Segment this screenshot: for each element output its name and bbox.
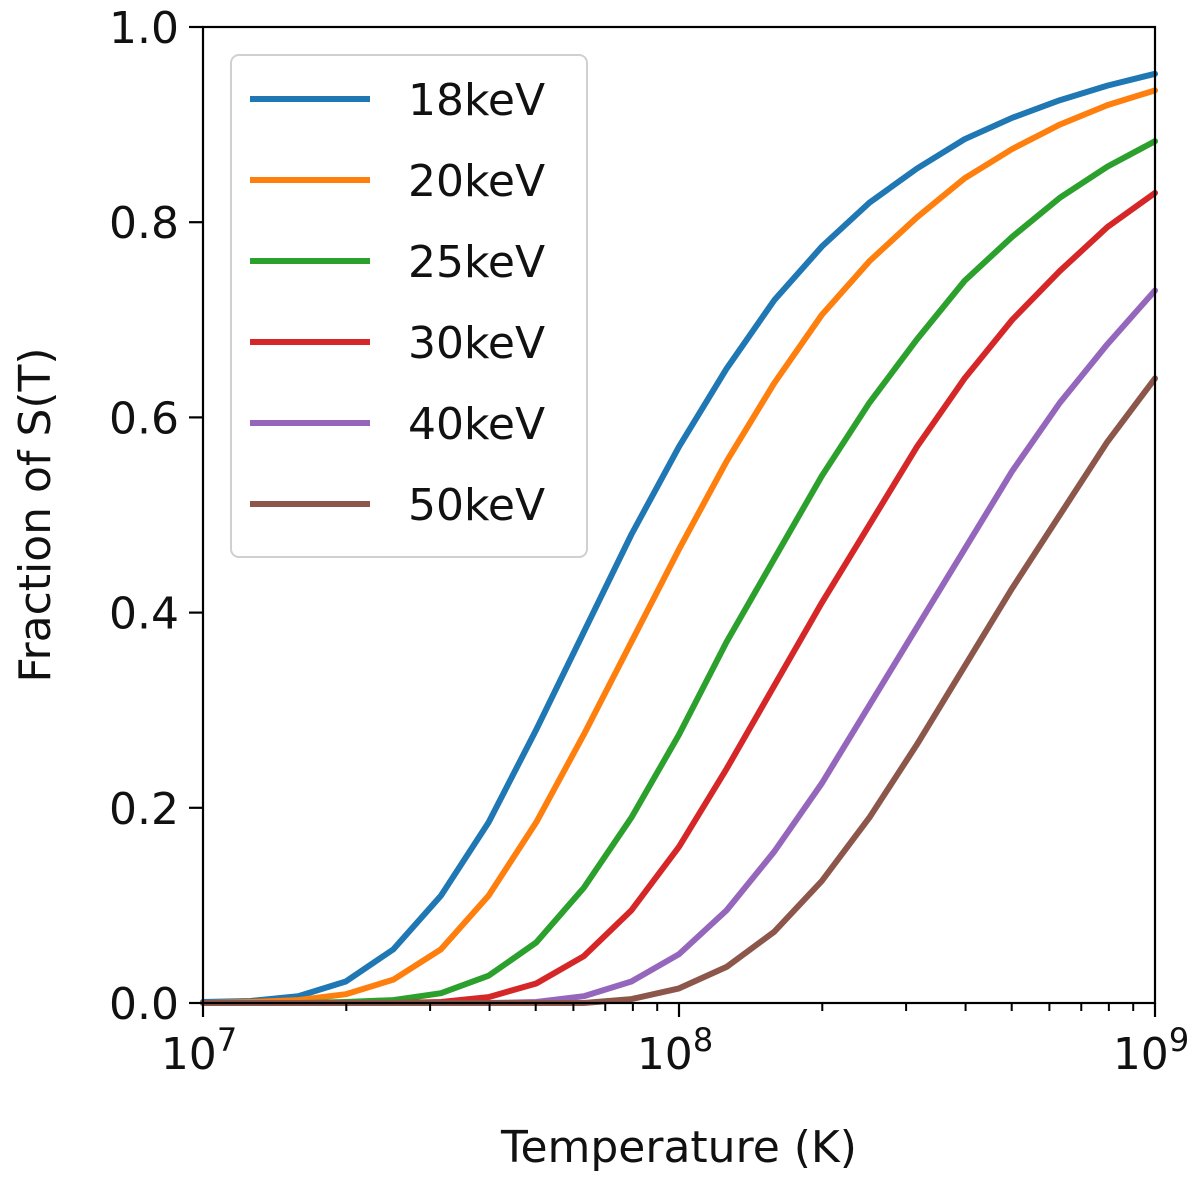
series-line-20keV xyxy=(200,87,1158,1006)
y-tick-label: 0.4 xyxy=(109,589,179,640)
y-tick-label: 1.0 xyxy=(109,3,179,54)
x-tick-label: 107 xyxy=(161,1021,237,1080)
y-tick-label: 0.6 xyxy=(109,393,179,444)
y-tick-label: 0.8 xyxy=(109,198,179,249)
y-axis: 0.0 0.2 0.4 0.6 0.8 1.0 xyxy=(109,3,203,1030)
legend-label-18keV: 18keV xyxy=(408,75,545,126)
legend-label-20keV: 20keV xyxy=(408,156,545,207)
legend-label-40keV: 40keV xyxy=(408,399,545,450)
series-line-18keV xyxy=(200,70,1158,1005)
y-tick-label: 0.0 xyxy=(109,979,179,1030)
legend-label-25keV: 25keV xyxy=(408,237,545,288)
legend-label-30keV: 30keV xyxy=(408,318,545,369)
x-tick-label: 108 xyxy=(637,1021,713,1080)
x-axis-label: Temperature (K) xyxy=(500,1122,857,1173)
y-tick-label: 0.2 xyxy=(109,784,179,835)
x-axis: 107 108 109 xyxy=(161,1003,1189,1080)
legend-label-50keV: 50keV xyxy=(408,480,545,531)
y-axis-label: Fraction of S(T) xyxy=(10,347,61,682)
x-tick-label: 109 xyxy=(1113,1021,1189,1080)
legend: 18keV 20keV 25keV 30keV 40keV 50keV xyxy=(230,54,588,558)
